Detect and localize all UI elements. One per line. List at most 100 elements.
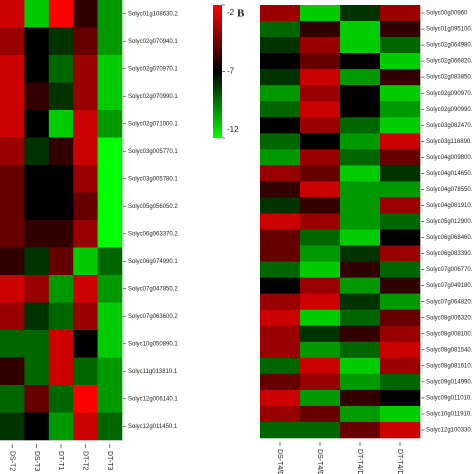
heat-cell [0, 330, 25, 358]
heat-cell [380, 69, 421, 86]
heat-cell [73, 275, 98, 303]
heat-cell [380, 53, 421, 70]
heat-cell [260, 389, 301, 407]
heat-cell [260, 117, 301, 134]
heat-cell [300, 165, 341, 182]
heat-cell [380, 373, 421, 391]
heat-cell [24, 385, 50, 413]
heat-cell [24, 165, 50, 193]
heat-cell [300, 53, 341, 70]
heat-cell [260, 357, 301, 375]
heat-cell [380, 293, 421, 311]
row-label: Solyc02g090990. [426, 107, 473, 113]
heat-cell [300, 277, 341, 294]
row-label: Solyc07g064820. [426, 299, 473, 305]
heat-cell [380, 229, 421, 246]
panel-label: B [237, 8, 245, 20]
heat-cell [340, 357, 381, 375]
col-label: DS-T4/DS-T0 [276, 449, 283, 474]
col-label: DT-T2 [82, 451, 89, 471]
row-label: Solyc06g068460. [426, 235, 473, 241]
colorbar-label: -12 [227, 125, 239, 134]
heat-cell [0, 357, 25, 386]
heat-cell [73, 357, 98, 386]
heat-cell [340, 293, 381, 311]
heat-cell [48, 330, 74, 358]
heat-cell [340, 277, 381, 294]
heat-cell [0, 302, 25, 331]
heat-cell [24, 82, 50, 111]
heat-cell [0, 247, 25, 276]
row-label: Solyc02g066820. [426, 59, 473, 65]
heat-cell [97, 55, 123, 83]
row-label: Solyc10g050890.1 [128, 341, 178, 347]
heat-cell [300, 197, 341, 214]
heat-cell [380, 325, 421, 343]
heat-cell [0, 137, 25, 166]
heat-cell [48, 302, 74, 331]
heat-cell [380, 245, 421, 262]
heat-cell [97, 385, 123, 413]
heat-cell [48, 27, 74, 56]
heat-cell [24, 247, 50, 276]
row-label: Solyc12g011450.1 [128, 424, 178, 430]
heat-cell [73, 192, 98, 221]
heat-cell [0, 0, 25, 28]
heat-cell [24, 302, 50, 331]
col-label: DT-T1 [57, 451, 64, 471]
heat-cell [260, 37, 301, 54]
heat-cell [73, 412, 98, 441]
row-label: Solyc05g056050.2 [128, 204, 178, 210]
heat-cell [300, 261, 341, 278]
heat-cell [260, 21, 301, 38]
row-label: Solyc07g049180. [426, 283, 473, 289]
heat-cell [380, 309, 421, 327]
heat-cell [300, 357, 341, 375]
heat-cell [300, 69, 341, 86]
heat-cell [24, 192, 50, 221]
heat-cell [380, 149, 421, 166]
heat-cell [300, 309, 341, 327]
heat-cell [73, 165, 98, 193]
heat-cell [340, 405, 381, 423]
heat-cell [0, 27, 25, 56]
heat-cell [73, 137, 98, 166]
heat-cell [340, 213, 381, 230]
row-label: Solyc01g095100. [426, 27, 473, 33]
heat-cell [380, 101, 421, 118]
heat-cell [24, 357, 50, 386]
heat-cell [97, 412, 123, 441]
heat-cell [73, 27, 98, 56]
heat-cell [380, 133, 421, 150]
col-label: DS-T3 [33, 451, 40, 471]
heat-cell [0, 55, 25, 83]
heat-cell [48, 357, 74, 386]
col-label: DS-T2 [8, 451, 15, 471]
heat-cell [300, 181, 341, 198]
heat-cell [380, 261, 421, 278]
col-label: DS-T4/DS-T3 [316, 449, 323, 474]
heat-cell [24, 275, 50, 303]
heat-cell [340, 149, 381, 166]
heat-cell [48, 192, 74, 221]
heat-cell [97, 275, 123, 303]
heat-cell [340, 229, 381, 246]
heat-cell [260, 261, 301, 278]
heat-cell [340, 69, 381, 86]
row-label: Solyc09g011010. [426, 395, 472, 401]
row-label: Solyc04g081910. [426, 203, 473, 209]
heat-cell [260, 341, 301, 359]
heat-cell [73, 55, 98, 83]
heat-cell [260, 373, 301, 391]
heat-cell [48, 275, 74, 303]
heat-cell [260, 421, 301, 439]
row-label: Solyc07g047850.2 [128, 286, 178, 292]
heat-cell [73, 110, 98, 138]
colorbar-label: -2 [227, 8, 235, 17]
heat-cell [73, 302, 98, 331]
heat-cell [97, 302, 123, 331]
row-label: Solyc02g090970. [426, 91, 473, 97]
heat-cell [24, 330, 50, 358]
heat-cell [300, 325, 341, 343]
heat-cell [340, 197, 381, 214]
